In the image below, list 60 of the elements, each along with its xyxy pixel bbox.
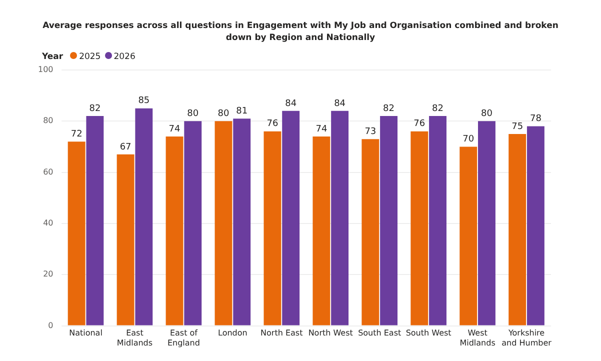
bar (184, 121, 202, 326)
x-tick-label: National (69, 328, 102, 338)
bar (478, 121, 496, 326)
bar (429, 116, 446, 326)
bar (116, 154, 134, 326)
data-label: 72 (70, 129, 82, 140)
data-label: 85 (138, 96, 150, 106)
bar (135, 108, 153, 326)
bar (214, 121, 232, 326)
bar (331, 110, 349, 326)
y-tick-label: 0 (48, 320, 54, 330)
bar (282, 110, 300, 326)
chart-title: Average responses across all questions in Engagement with My Job and Organisation combined and broken down by Region and Nationally (42, 20, 560, 44)
x-tick-label: East Midlands (116, 328, 153, 348)
bar (380, 116, 398, 326)
x-tick-label: West Midlands (460, 328, 496, 348)
data-label: 80 (480, 109, 493, 120)
legend-label: 2026 (112, 52, 136, 62)
bar (460, 146, 478, 326)
x-tick-label: North West (308, 328, 353, 338)
bar (233, 118, 251, 326)
bar (526, 126, 544, 326)
data-label: 73 (364, 126, 376, 137)
legend-title: Year (42, 52, 64, 62)
data-label: 74 (168, 124, 181, 134)
bar (508, 134, 526, 326)
x-tick-label: North East (260, 328, 303, 338)
data-label: 82 (432, 104, 444, 114)
bar (166, 136, 184, 326)
data-label: 76 (266, 119, 278, 130)
x-tick-label: South East (358, 328, 402, 338)
bar (312, 136, 330, 326)
data-label: 81 (236, 106, 248, 116)
x-tick-label: South West (406, 328, 452, 338)
data-label: 74 (316, 124, 328, 134)
bar (264, 131, 282, 326)
data-label: 67 (120, 142, 132, 152)
data-label: 76 (414, 119, 426, 130)
bar (86, 116, 104, 326)
y-tick-label: 40 (43, 218, 54, 228)
x-tick-label: East of England (167, 328, 200, 348)
data-label: 80 (218, 109, 230, 120)
data-label: 80 (187, 109, 199, 120)
bar (68, 142, 86, 326)
data-label: 78 (530, 114, 542, 124)
data-label: 75 (512, 122, 524, 132)
x-tick-label: Yorkshire and Humber (502, 328, 552, 348)
data-label: 84 (334, 98, 346, 109)
y-tick-label: 100 (38, 65, 54, 74)
data-label: 84 (285, 98, 297, 109)
bar (410, 131, 428, 326)
y-tick-label: 60 (43, 167, 54, 176)
bar (362, 139, 380, 326)
legend-label: 2025 (78, 52, 101, 62)
x-tick-label: London (218, 328, 248, 338)
data-label: 82 (89, 104, 101, 114)
y-tick-label: 80 (43, 116, 54, 126)
data-label: 70 (462, 134, 474, 145)
data-label: 82 (383, 104, 395, 114)
y-tick-label: 20 (43, 270, 54, 279)
